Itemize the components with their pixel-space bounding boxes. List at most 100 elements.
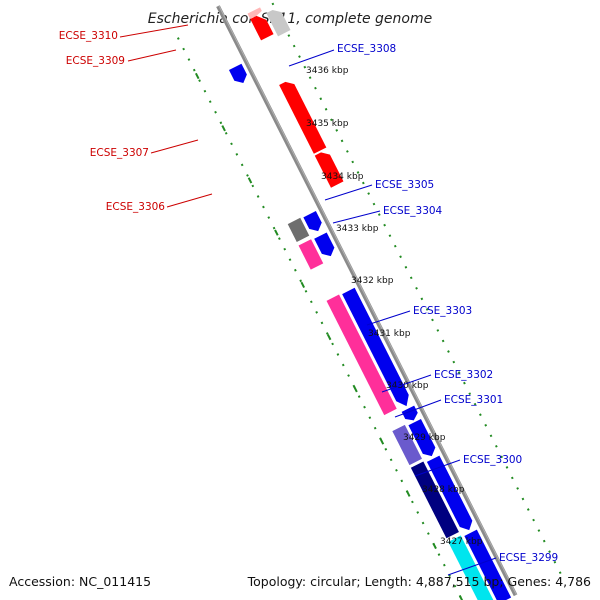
leader-ecse-3301 bbox=[394, 399, 442, 418]
leader-ecse-3307 bbox=[150, 139, 199, 154]
gene-label-ecse-3303[interactable]: ECSE_3303 bbox=[413, 305, 472, 317]
gene-label-ecse-3309[interactable]: ECSE_3309 bbox=[66, 55, 125, 67]
inner-tick-track bbox=[271, 2, 562, 575]
kbp-tick-label: 3436 kbp bbox=[306, 66, 349, 76]
tick-dot bbox=[230, 142, 233, 146]
genome-summary-text: Topology: circular; Length: 4,887,515 bp… bbox=[247, 574, 591, 589]
leader-ecse-3305 bbox=[324, 184, 373, 201]
kbp-labels: 3436 kbp 3435 kbp 3434 kbp 3433 kbp 3432… bbox=[306, 66, 483, 547]
tick-dot bbox=[377, 213, 381, 216]
leader-ecse-3304 bbox=[332, 210, 381, 224]
tick-dot bbox=[393, 244, 397, 248]
tick-dot bbox=[278, 237, 281, 240]
gene-label-ecse-3304[interactable]: ECSE_3304 bbox=[383, 205, 443, 217]
tick-dot bbox=[383, 223, 386, 227]
tick-dot bbox=[367, 192, 371, 195]
gene-ecse-3310[interactable] bbox=[250, 13, 274, 41]
gene-ecse-3306[interactable] bbox=[314, 149, 344, 188]
tick-dot bbox=[521, 497, 525, 501]
gene-label-ecse-3308[interactable]: ECSE_3308 bbox=[337, 43, 396, 55]
tick-dot bbox=[368, 416, 372, 420]
tick-dot bbox=[303, 65, 307, 69]
tick-dot bbox=[341, 363, 345, 367]
tick-dot bbox=[304, 289, 308, 293]
kbp-major-tick bbox=[326, 333, 332, 341]
tick-dot bbox=[340, 139, 344, 143]
backbone-highlight bbox=[218, 5, 517, 596]
gene-ecse-3300[interactable] bbox=[426, 455, 476, 534]
genome-backbone bbox=[216, 5, 518, 597]
kbp-major-tick bbox=[353, 386, 358, 393]
kbp-major-tick bbox=[247, 177, 253, 184]
gene-ecse-3310-shade bbox=[247, 7, 262, 19]
gene-ecse-3305[interactable] bbox=[303, 211, 324, 234]
tick-dot bbox=[347, 374, 350, 377]
tick-dot bbox=[192, 68, 196, 72]
tick-dot bbox=[357, 395, 361, 398]
tick-dot bbox=[495, 444, 498, 448]
tick-dot bbox=[468, 392, 472, 396]
tick-dot bbox=[548, 550, 551, 553]
gene-ecse-3307[interactable] bbox=[279, 79, 327, 154]
gene-ecse-3301b bbox=[392, 424, 422, 466]
tick-dot bbox=[198, 79, 201, 82]
gene-label-ecse-3306[interactable]: ECSE_3306 bbox=[106, 201, 166, 213]
gene-ecse-3308[interactable] bbox=[228, 63, 250, 86]
tick-dot bbox=[384, 447, 388, 451]
gene-ecse-3299[interactable] bbox=[464, 529, 512, 600]
kbp-major-tick bbox=[300, 281, 306, 288]
tick-dot bbox=[315, 311, 318, 314]
tick-dot bbox=[283, 247, 287, 251]
gene-label-ecse-3302[interactable]: ECSE_3302 bbox=[434, 369, 493, 381]
kbp-tick-label: 3435 kbp bbox=[306, 119, 349, 129]
leader-ecse-3300 bbox=[414, 459, 461, 477]
tick-dot bbox=[314, 86, 317, 90]
gene-ecse-3302[interactable] bbox=[401, 405, 420, 424]
tick-dot bbox=[272, 226, 276, 230]
kbp-major-tick bbox=[379, 438, 385, 445]
gene-label-ecse-3301[interactable]: ECSE_3301 bbox=[444, 394, 503, 406]
gene-label-ecse-3299[interactable]: ECSE_3299 bbox=[499, 552, 558, 564]
tick-dot bbox=[453, 584, 457, 588]
gene-ecse-3304[interactable] bbox=[314, 232, 337, 259]
gene-ecse-3309[interactable] bbox=[266, 7, 291, 37]
tick-dot bbox=[542, 539, 546, 543]
gene-ecse-3303[interactable] bbox=[342, 287, 413, 409]
tick-dot bbox=[224, 131, 228, 135]
tick-dot bbox=[532, 518, 535, 522]
tick-dot bbox=[309, 300, 313, 304]
tick-dot bbox=[182, 47, 185, 51]
kbp-major-tick bbox=[432, 542, 437, 550]
tick-dot bbox=[388, 234, 392, 238]
gene-label-ecse-3305[interactable]: ECSE_3305 bbox=[375, 179, 434, 191]
leader-ecse-3306 bbox=[166, 193, 213, 208]
tick-dot bbox=[271, 2, 275, 6]
tick-dot bbox=[373, 426, 377, 430]
kbp-major-tick bbox=[274, 229, 279, 236]
tick-dot bbox=[246, 174, 249, 177]
kbp-major-tick bbox=[458, 595, 464, 600]
tick-dot bbox=[267, 216, 271, 219]
gene-label-ecse-3300[interactable]: ECSE_3300 bbox=[463, 454, 522, 466]
tick-dot bbox=[399, 255, 402, 259]
tick-dot bbox=[436, 329, 440, 332]
tick-dot bbox=[447, 350, 450, 353]
tick-dot bbox=[336, 353, 340, 356]
gene-label-ecse-3307[interactable]: ECSE_3307 bbox=[90, 147, 149, 159]
tick-dot bbox=[416, 511, 420, 514]
tick-dot bbox=[287, 34, 291, 37]
tick-dot bbox=[516, 487, 519, 490]
kbp-major-tick bbox=[195, 72, 200, 80]
gene-ecse-3301[interactable] bbox=[408, 418, 438, 459]
tick-dot bbox=[294, 268, 297, 272]
map-title: Escherichia coli SE11, complete genome bbox=[148, 11, 432, 27]
kbp-major-ticks bbox=[195, 72, 464, 600]
tick-dot bbox=[400, 479, 404, 483]
tick-dot bbox=[346, 150, 349, 153]
tick-dot bbox=[320, 321, 324, 325]
tick-dot bbox=[292, 44, 296, 48]
tick-dot bbox=[553, 560, 557, 564]
gene-label-ecse-3310[interactable]: ECSE_3310 bbox=[59, 30, 118, 42]
tick-dot bbox=[235, 153, 239, 156]
